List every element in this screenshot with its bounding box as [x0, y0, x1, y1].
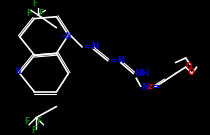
Text: =N: =N [84, 43, 99, 51]
Text: O: O [185, 62, 192, 71]
Text: O: O [188, 68, 195, 77]
Text: F: F [33, 0, 38, 8]
Text: N: N [141, 83, 148, 92]
Text: =: = [153, 83, 160, 92]
Text: z: z [147, 82, 152, 91]
Text: =N: =N [110, 56, 125, 65]
Text: F: F [36, 117, 42, 126]
Text: F: F [25, 117, 30, 126]
Text: F: F [38, 9, 43, 18]
Text: NH: NH [134, 69, 150, 78]
Text: N: N [16, 67, 20, 76]
Text: F: F [26, 9, 32, 18]
Text: F: F [31, 126, 36, 135]
Text: =N: =N [62, 32, 72, 41]
